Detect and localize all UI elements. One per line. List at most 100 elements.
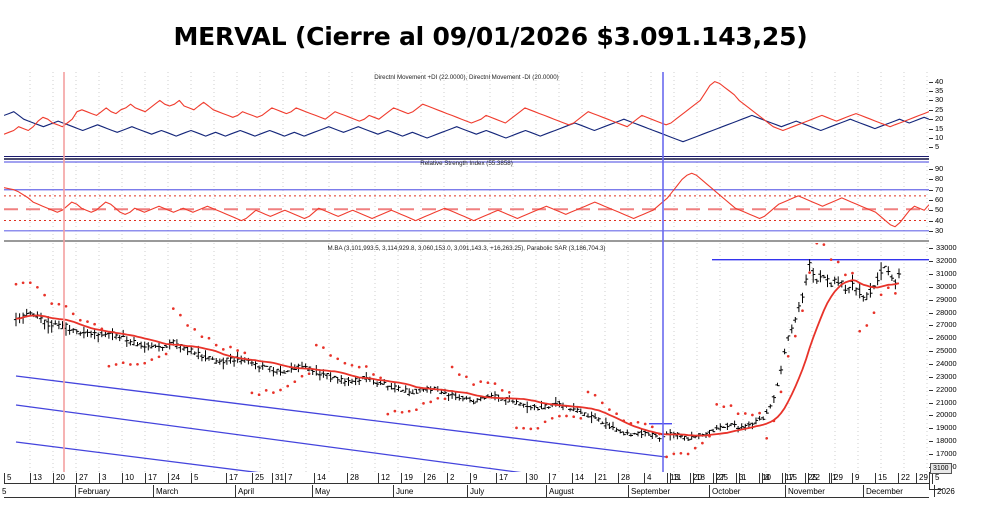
axis-tick: 32000 [929,256,981,265]
date-tick [595,473,596,484]
date-tick [875,473,876,484]
month-label: February [78,487,111,496]
axis-tick-label: 80 [935,174,944,184]
date-tick [549,473,550,484]
axis-tick-mark [929,415,933,417]
rsi-plot [4,158,929,242]
month-label: 2026 [937,487,955,496]
axis-tick: 40 [929,77,981,86]
axis-tick-label: 31000 [936,268,957,278]
date-tick [252,473,253,484]
date-tick-label: 19 [404,473,413,482]
date-tick-label: 9 [855,473,860,482]
axis-tick-label: 27000 [936,320,957,330]
date-tick-label: 25 [808,473,817,482]
axis-tick: 80 [929,174,981,183]
axis-tick-mark [929,220,933,222]
date-tick [785,473,786,484]
panel-directional-movement[interactable]: Directnl Movement +DI (22.0000), Directn… [4,72,929,157]
date-tick [831,473,832,484]
date-tick-label: 4 [647,473,652,482]
axis-tick-label: 40 [935,215,944,225]
axis-tick-label: 10 [935,133,944,142]
date-tick [122,473,123,484]
date-tick [145,473,146,484]
date-tick-label: 15 [788,473,797,482]
axis-tick-mark [929,119,933,121]
date-tick [916,473,917,484]
date-tick [572,473,573,484]
axis-tick: 35 [929,86,981,95]
axis-tick-label: 60 [935,195,944,204]
axis-tick: 10 [929,133,981,142]
axis-tick: 31000 [929,269,981,278]
axis-tick-mark [929,91,933,92]
plot-area[interactable]: Directnl Movement +DI (22.0000), Directn… [4,72,929,472]
axis-tick-mark [929,200,933,201]
month-label: August [549,487,574,496]
date-tick-label: 29 [834,473,843,482]
axis-tick: 24000 [929,359,981,368]
axis-tick: 30 [929,95,981,104]
date-tick-label: 11 [673,473,682,482]
axis-tick: 30000 [929,282,981,291]
axis-tick-label: 30 [935,95,944,105]
date-tick [314,473,315,484]
date-tick-label: 28 [350,473,359,482]
date-tick-label: 1 [742,473,747,482]
axis-corner-mark [929,489,943,490]
date-tick-label: 22 [901,473,910,482]
date-tick-label: 2 [450,473,455,482]
date-tick-label: 14 [317,473,326,482]
panel-rsi[interactable]: Relative Strength Index (55.3858) [4,158,929,242]
date-tick-label: 12 [381,473,390,482]
date-tick [496,473,497,484]
axis-tick-label: 29000 [936,294,957,304]
date-axis-rule-bottom [4,497,929,498]
axis-tick: 5 [929,142,981,151]
axis-tick: 22000 [929,385,981,394]
panel-price[interactable]: M.BA (3,101,993.5, 3,114,929.8, 3,060,15… [4,243,929,472]
date-tick [53,473,54,484]
month-tick [235,485,236,497]
axis-tick-label: 20000 [936,410,957,420]
date-tick [447,473,448,484]
axis-tick-mark [929,376,933,378]
axis-tick-label: 28000 [936,307,957,317]
axis-tick: 60 [929,195,981,204]
date-tick [424,473,425,484]
axis-tick-label: 25000 [936,346,957,356]
axis-tick: 27000 [929,320,981,329]
date-tick [526,473,527,484]
date-tick-label: 29 [919,473,928,482]
axis-tick-label: 23000 [936,371,957,381]
axis-tick-mark [929,273,933,275]
axis-tick: 25 [929,105,981,114]
date-axis-rule-top [4,483,929,484]
date-tick [782,473,783,484]
date-tick [736,473,737,484]
axis-tick-label: 21000 [936,397,957,407]
month-label: September [631,487,671,496]
date-tick [693,473,694,484]
date-tick [898,473,899,484]
axis-tick-mark [929,454,933,455]
date-tick [762,473,763,484]
date-tick-label: 28 [621,473,630,482]
date-tick-label: 5 [194,473,199,482]
date-tick [470,473,471,484]
axis-tick-mark [929,230,933,232]
date-tick [168,473,169,484]
axis-tick-mark [929,351,933,353]
axis-tick-mark [929,261,933,262]
date-tick-label: 20 [693,473,702,482]
month-label: November [788,487,825,496]
date-tick [30,473,31,484]
axis-tick: 26000 [929,333,981,342]
month-tick [785,485,786,497]
date-tick-label: 17 [499,473,508,482]
date-tick-label: 31 [275,473,284,482]
date-tick-label: 7 [552,473,557,482]
axis-tick-mark [929,147,933,149]
